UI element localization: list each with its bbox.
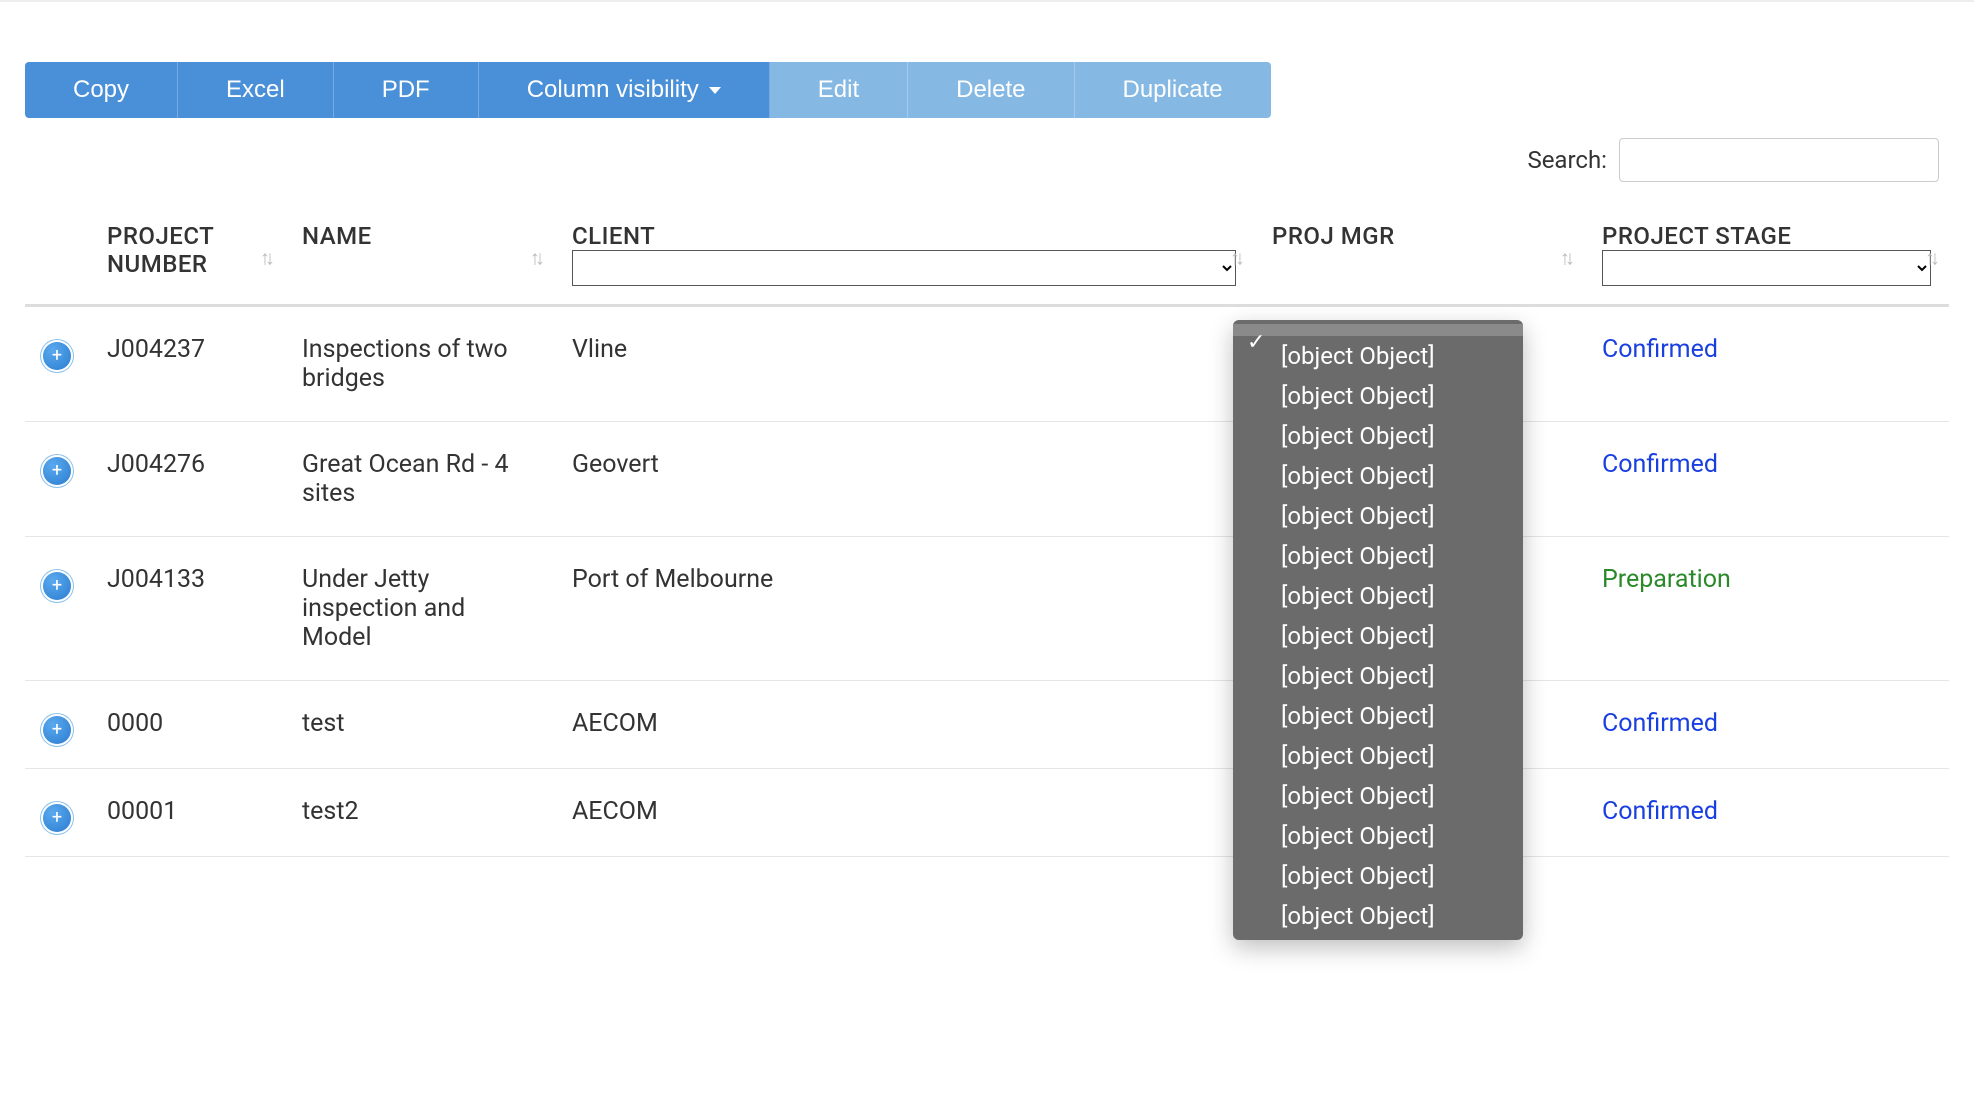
cell-project-number: J004133 <box>89 537 284 681</box>
search-row: Search: <box>25 138 1949 182</box>
proj-mgr-option[interactable]: [object Object] <box>1233 736 1523 776</box>
projects-table-body: + J004237Inspections of two bridgesVline C… <box>25 306 1949 857</box>
cell-project-stage: Confirmed <box>1584 681 1949 769</box>
cell-client: Geovert <box>554 422 1254 537</box>
col-header-client[interactable]: CLIENT ↑↓ <box>554 212 1254 306</box>
proj-mgr-option[interactable]: [object Object] <box>1233 496 1523 536</box>
toolbar: Copy Excel PDF Column visibility Edit De… <box>25 62 1271 118</box>
expand-row-button[interactable]: + <box>43 804 71 832</box>
table-row[interactable]: + J004276Great Ocean Rd - 4 sitesGeovert C… <box>25 422 1949 537</box>
table-row[interactable]: + J004133Under Jetty inspection and Model… <box>25 537 1949 681</box>
expand-row-button[interactable]: + <box>43 457 71 485</box>
col-header-project-stage[interactable]: PROJECT STAGE ↑↓ <box>1584 212 1949 306</box>
project-stage-filter-select[interactable] <box>1602 250 1931 286</box>
cell-name: Great Ocean Rd - 4 sites <box>284 422 554 537</box>
cell-client: Port of Melbourne <box>554 537 1254 681</box>
cell-client: AECOM <box>554 681 1254 769</box>
delete-button[interactable]: Delete <box>908 62 1074 118</box>
sort-icon: ↑↓ <box>1925 246 1935 271</box>
proj-mgr-option[interactable]: [object Object] <box>1233 616 1523 656</box>
cell-name: Under Jetty inspection and Model <box>284 537 554 681</box>
col-header-proj-mgr-label: PROJ MGR <box>1272 222 1566 250</box>
proj-mgr-option[interactable]: [object Object] <box>1233 576 1523 616</box>
cell-project-stage: Confirmed <box>1584 769 1949 857</box>
col-header-name[interactable]: NAME ↑↓ <box>284 212 554 306</box>
col-header-client-label: CLIENT <box>572 222 1236 250</box>
proj-mgr-option[interactable]: [object Object] <box>1233 376 1523 416</box>
proj-mgr-option[interactable]: [object Object] <box>1233 336 1523 376</box>
copy-button[interactable]: Copy <box>25 62 178 118</box>
search-label: Search: <box>1527 146 1607 174</box>
proj-mgr-option[interactable]: [object Object] <box>1233 696 1523 736</box>
proj-mgr-option[interactable]: [object Object] <box>1233 776 1523 816</box>
col-header-project-number-label: PROJECT NUMBER <box>107 222 214 278</box>
column-visibility-label: Column visibility <box>527 76 699 104</box>
duplicate-button[interactable]: Duplicate <box>1075 62 1271 118</box>
col-header-proj-mgr[interactable]: PROJ MGR ↑↓ <box>1254 212 1584 306</box>
proj-mgr-option[interactable]: [object Object] <box>1233 456 1523 496</box>
cell-project-stage: Confirmed <box>1584 306 1949 422</box>
col-header-project-number[interactable]: PROJECT NUMBER ↑↓ <box>89 212 284 306</box>
sort-icon: ↑↓ <box>1560 246 1570 271</box>
cell-project-number: 0000 <box>89 681 284 769</box>
proj-mgr-option[interactable]: [object Object] <box>1233 536 1523 576</box>
expand-row-button[interactable]: + <box>43 342 71 370</box>
search-input[interactable] <box>1619 138 1939 182</box>
sort-icon: ↑↓ <box>1230 246 1240 271</box>
sort-icon: ↑↓ <box>530 246 540 271</box>
cell-project-stage: Preparation <box>1584 537 1949 681</box>
cell-client: Vline <box>554 306 1254 422</box>
cell-name: test2 <box>284 769 554 857</box>
cell-name: test <box>284 681 554 769</box>
cell-project-number: 00001 <box>89 769 284 857</box>
proj-mgr-option[interactable]: [object Object] <box>1233 656 1523 696</box>
pdf-button[interactable]: PDF <box>334 62 479 118</box>
cell-project-stage: Confirmed <box>1584 422 1949 537</box>
projects-table: PROJECT NUMBER ↑↓ NAME ↑↓ CLIENT ↑↓ PROJ… <box>25 212 1949 857</box>
table-row[interactable]: +0000testAECOM Confirmed <box>25 681 1949 769</box>
table-row[interactable]: +00001test2AECOM Confirmed <box>25 769 1949 857</box>
col-header-expand <box>25 212 89 306</box>
edit-button[interactable]: Edit <box>770 62 908 118</box>
proj-mgr-option[interactable]: [object Object] <box>1233 856 1523 896</box>
col-header-name-label: NAME <box>302 222 372 250</box>
page-root: Copy Excel PDF Column visibility Edit De… <box>0 0 1974 1120</box>
proj-mgr-option[interactable]: [object Object] <box>1233 816 1523 856</box>
cell-project-number: J004237 <box>89 306 284 422</box>
cell-project-number: J004276 <box>89 422 284 537</box>
excel-button[interactable]: Excel <box>178 62 334 118</box>
proj-mgr-option[interactable] <box>1233 324 1523 336</box>
proj-mgr-option[interactable]: [object Object] <box>1233 416 1523 456</box>
client-filter-select[interactable] <box>572 250 1236 286</box>
cell-name: Inspections of two bridges <box>284 306 554 422</box>
proj-mgr-option[interactable]: [object Object] <box>1233 896 1523 936</box>
table-row[interactable]: + J004237Inspections of two bridgesVline C… <box>25 306 1949 422</box>
sort-icon: ↑↓ <box>260 246 270 271</box>
col-header-project-stage-label: PROJECT STAGE <box>1602 222 1931 250</box>
proj-mgr-dropdown-popup[interactable]: [object Object][object Object][object Ob… <box>1233 320 1523 940</box>
expand-row-button[interactable]: + <box>43 716 71 744</box>
column-visibility-button[interactable]: Column visibility <box>479 62 770 118</box>
expand-row-button[interactable]: + <box>43 572 71 600</box>
cell-client: AECOM <box>554 769 1254 857</box>
chevron-down-icon <box>709 87 721 94</box>
